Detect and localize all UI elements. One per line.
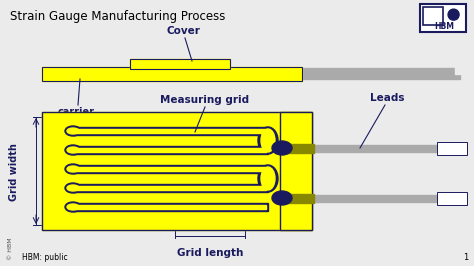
- Ellipse shape: [272, 191, 292, 205]
- Bar: [75, 129, 266, 133]
- Bar: [455, 67, 461, 74]
- Text: HBM: HBM: [434, 22, 454, 31]
- Bar: [73, 203, 268, 211]
- Ellipse shape: [258, 127, 278, 154]
- Bar: [73, 165, 268, 173]
- Bar: [423, 7, 443, 25]
- Bar: [437, 142, 467, 155]
- Text: Leads: Leads: [370, 93, 404, 103]
- Ellipse shape: [65, 164, 81, 174]
- Text: Measuring grid: Measuring grid: [160, 95, 250, 105]
- Text: carrier: carrier: [57, 107, 94, 117]
- Bar: [260, 68, 460, 73]
- Text: HBM: public: HBM: public: [22, 253, 68, 262]
- Bar: [73, 184, 268, 192]
- Ellipse shape: [65, 126, 81, 136]
- Ellipse shape: [258, 165, 278, 192]
- Bar: [312, 145, 465, 152]
- Text: Grid width: Grid width: [9, 143, 19, 201]
- Bar: [42, 112, 312, 230]
- Bar: [260, 74, 460, 79]
- Ellipse shape: [272, 141, 292, 155]
- Ellipse shape: [67, 166, 79, 172]
- Text: © HBM: © HBM: [8, 237, 13, 260]
- Bar: [437, 192, 467, 205]
- Text: Grid length: Grid length: [177, 248, 243, 258]
- Text: Cover: Cover: [166, 26, 200, 36]
- Ellipse shape: [261, 129, 275, 152]
- Text: Strain Gauge Manufacturing Process: Strain Gauge Manufacturing Process: [10, 10, 225, 23]
- Bar: [278, 144, 314, 153]
- Bar: [278, 194, 314, 203]
- Bar: [130, 59, 230, 69]
- Bar: [73, 146, 268, 154]
- Circle shape: [448, 9, 459, 20]
- Ellipse shape: [65, 145, 81, 155]
- Bar: [42, 67, 302, 81]
- Ellipse shape: [65, 183, 81, 193]
- Bar: [280, 112, 312, 230]
- Bar: [73, 127, 268, 135]
- Ellipse shape: [67, 185, 79, 191]
- Bar: [130, 59, 230, 69]
- Bar: [42, 112, 312, 230]
- Bar: [280, 112, 312, 230]
- Bar: [420, 4, 466, 32]
- Ellipse shape: [67, 147, 79, 153]
- Bar: [75, 148, 266, 152]
- Ellipse shape: [67, 128, 79, 134]
- Bar: [312, 195, 465, 202]
- Ellipse shape: [261, 167, 275, 190]
- Bar: [75, 186, 266, 190]
- Bar: [75, 167, 266, 171]
- Text: 1: 1: [463, 253, 468, 262]
- Ellipse shape: [65, 202, 81, 212]
- Ellipse shape: [67, 204, 79, 210]
- Bar: [42, 67, 302, 81]
- Bar: [75, 205, 266, 209]
